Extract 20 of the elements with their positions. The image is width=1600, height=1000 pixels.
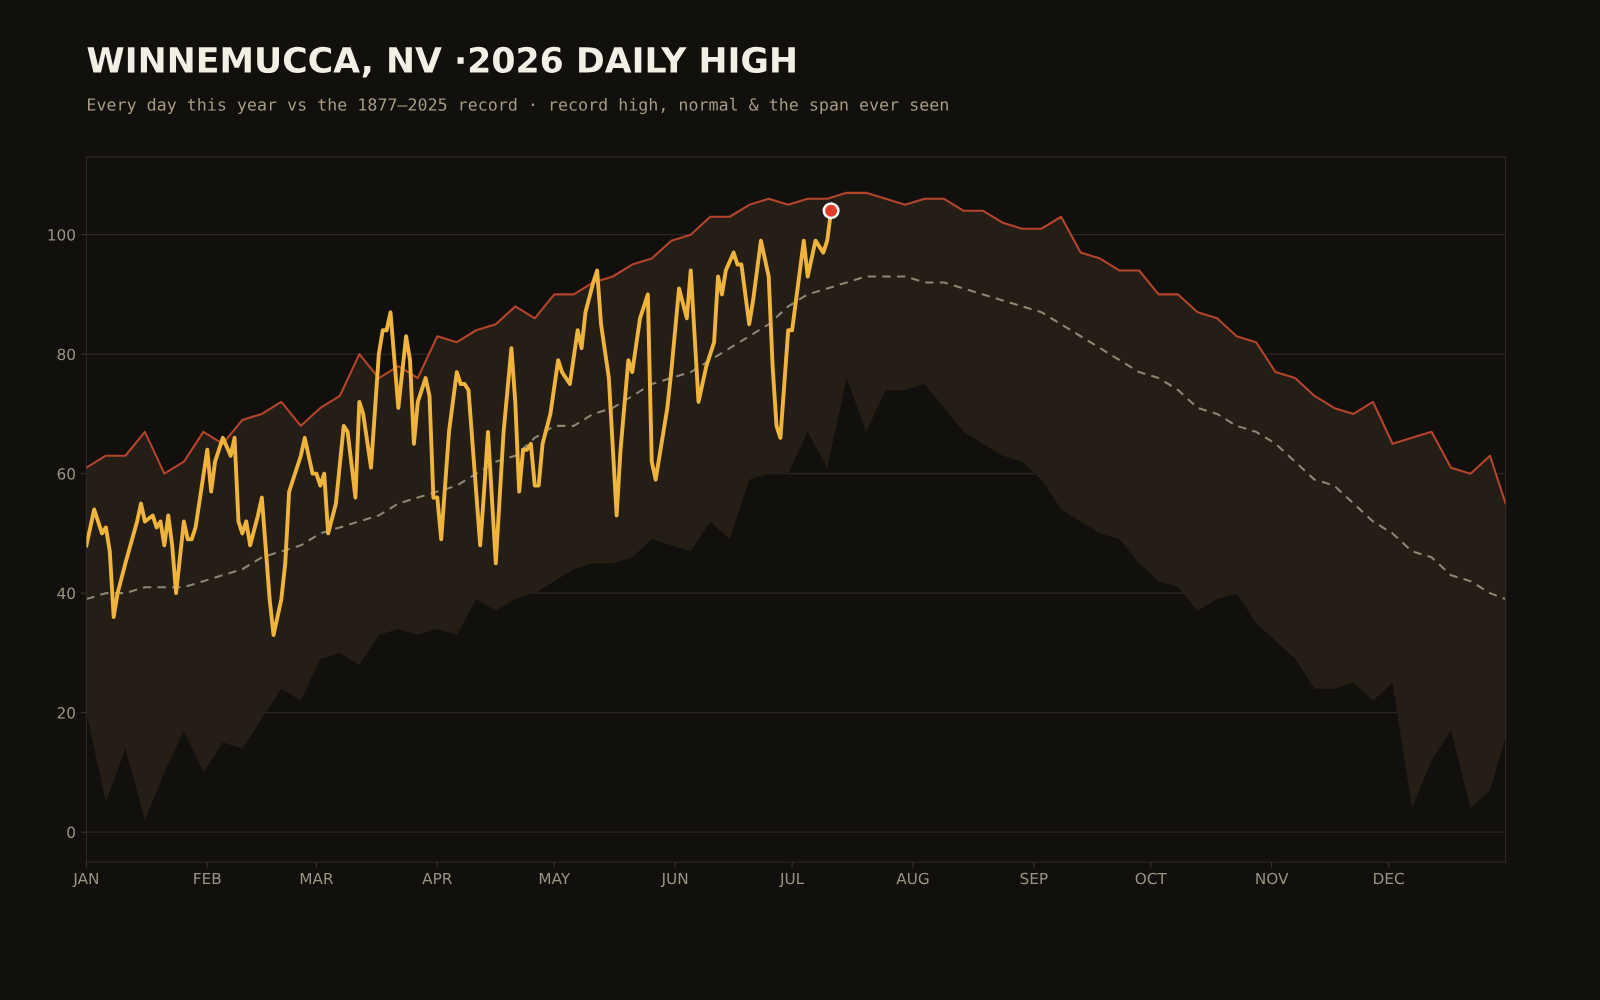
x-tick-label: JAN [72, 872, 98, 888]
x-tick-label: MAY [539, 872, 571, 885]
x-tick-label: APR [422, 872, 452, 885]
x-tick-label: SEP [1020, 872, 1048, 885]
y-tick-label: 80 [57, 348, 75, 361]
y-tick-label: 100 [48, 229, 75, 241]
x-tick-label: JUL [779, 872, 805, 888]
y-tick-label: 20 [57, 707, 75, 719]
x-tick-label: MAR [300, 872, 334, 885]
x-tick-label: OCT [1135, 872, 1167, 885]
x-tick-label: FEB [194, 872, 221, 885]
x-tick-label: AUG [896, 872, 929, 885]
y-tick-label: 0 [67, 826, 75, 839]
x-tick-label: JUN [660, 872, 688, 888]
x-tick-label: DEC [1374, 872, 1404, 885]
y-tick-label: 40 [57, 587, 75, 600]
y-tick-label: 60 [57, 468, 75, 480]
x-tick-label: NOV [1256, 872, 1289, 885]
chart-title: WINNEMUCCA, NV ·2026 DAILY HIGH [87, 46, 795, 78]
chart-subtitle: Every day this year vs the 1877–2025 record · record high, normal & the span ever seen [88, 97, 948, 115]
